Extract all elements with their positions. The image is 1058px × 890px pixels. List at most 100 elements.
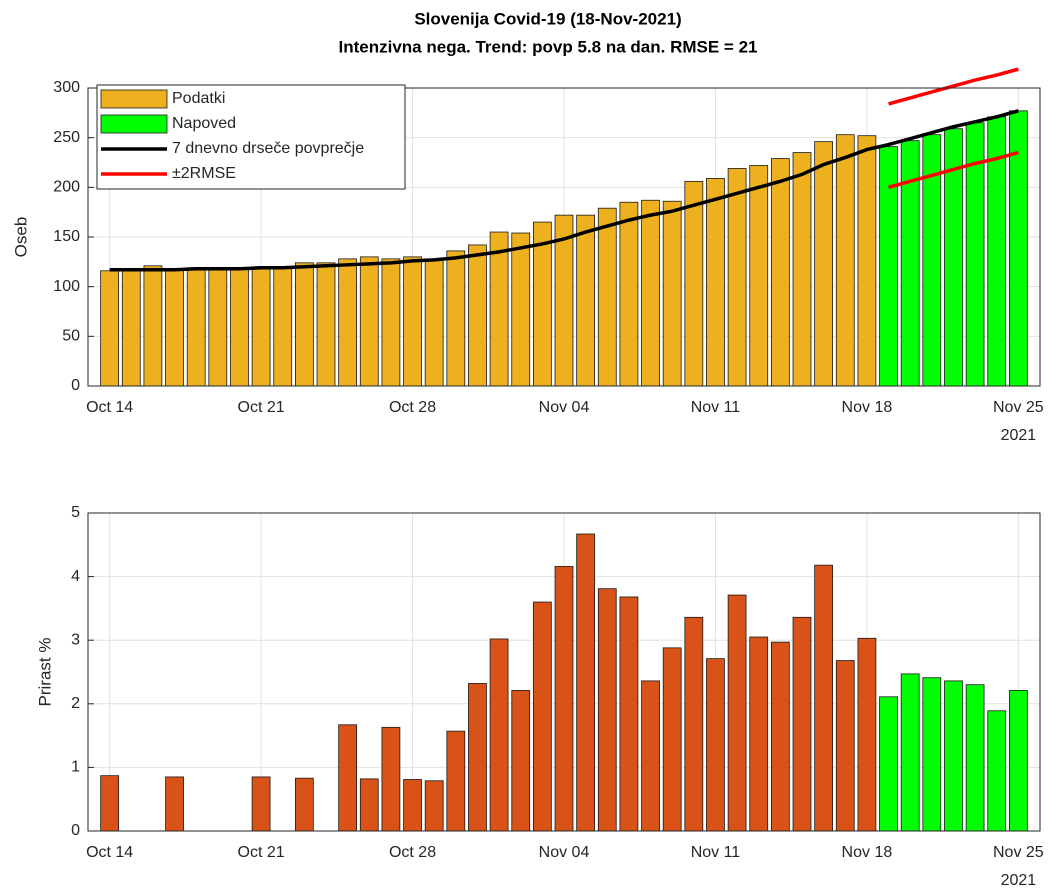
chart-title: Slovenija Covid-19 (18-Nov-2021) (414, 9, 681, 28)
bar (468, 244, 487, 387)
bar (770, 158, 790, 387)
bar (316, 262, 336, 387)
bar (143, 265, 163, 387)
bar (965, 684, 985, 832)
bar (835, 134, 855, 387)
line (109, 109, 1019, 272)
bar (403, 256, 422, 387)
axes-box (87, 512, 1041, 832)
bar (727, 168, 747, 387)
bar (597, 207, 617, 387)
legend-label: Podatki (172, 90, 225, 107)
bar (900, 140, 920, 387)
legend-swatch (100, 89, 168, 109)
y-tick-label: 300 (53, 79, 80, 96)
bar (381, 726, 401, 832)
y-tick-label: 200 (53, 179, 80, 196)
bar (576, 214, 596, 387)
legend-label: ±2RMSE (172, 165, 236, 182)
bar (446, 730, 466, 832)
bar (879, 146, 898, 387)
bar (987, 710, 1007, 832)
x-tick-label: Oct 14 (86, 399, 133, 416)
legend-swatch (100, 114, 168, 134)
y-tick-label: 2 (71, 695, 80, 712)
bar (814, 564, 834, 832)
bar (662, 200, 682, 387)
y-tick-label: 100 (53, 278, 80, 295)
bar (532, 601, 552, 832)
y-tick-label: 250 (53, 129, 80, 146)
bar (511, 232, 531, 387)
bar (857, 637, 877, 832)
bar (468, 683, 487, 832)
bar (511, 690, 531, 832)
bar (749, 165, 769, 387)
bar (706, 658, 725, 832)
y-tick-label: 5 (71, 504, 80, 521)
x-tick-label: Nov 04 (539, 844, 590, 861)
x-tick-label: Nov 25 (993, 844, 1044, 861)
bar (835, 660, 855, 832)
bar (1008, 690, 1028, 832)
bar (792, 616, 812, 832)
bar (251, 266, 271, 387)
chart-subtitle: Intenzivna nega. Trend: povp 5.8 na dan.… (339, 37, 758, 56)
y-tick-label: 4 (71, 568, 80, 585)
bar (121, 270, 141, 387)
x-tick-label: Nov 04 (539, 399, 590, 416)
bar (359, 778, 379, 832)
bar (489, 638, 509, 832)
line-lower (888, 150, 1019, 190)
bar (706, 177, 725, 387)
x-tick-label: Nov 11 (691, 844, 741, 861)
bar (684, 180, 704, 387)
axes-box (87, 87, 1041, 387)
x-tick-label: Nov 25 (993, 399, 1044, 416)
bar (100, 775, 120, 832)
bar (900, 673, 920, 832)
bar (381, 258, 401, 387)
bar (403, 779, 422, 832)
bar (165, 776, 184, 832)
bar (251, 776, 271, 832)
bar (424, 780, 444, 832)
x-tick-label: Oct 28 (389, 844, 436, 861)
bar (597, 588, 617, 832)
legend: Podatki Napoved 7 dnevno drseče povprečje ±… (96, 84, 406, 190)
x-year-label: 2021 (1001, 427, 1037, 444)
bar (879, 696, 898, 832)
x-tick-label: Oct 14 (86, 844, 133, 861)
bar (1008, 110, 1028, 387)
bar (100, 270, 120, 387)
bar (294, 777, 314, 832)
x-tick-label: Nov 18 (842, 844, 893, 861)
bar (554, 566, 574, 832)
bar (684, 616, 704, 832)
bar (208, 268, 228, 387)
bar (294, 262, 314, 387)
y-tick-label: 3 (71, 631, 80, 648)
x-tick-label: Nov 18 (842, 399, 893, 416)
bar (230, 268, 249, 387)
bar (576, 533, 596, 832)
y-tick-label: 0 (71, 377, 80, 394)
x-tick-label: Oct 21 (238, 399, 285, 416)
bar (749, 636, 769, 832)
legend-label: 7 dnevno drseče povprečje (172, 140, 364, 157)
y-tick-label: 0 (71, 822, 80, 839)
x-tick-label: Nov 11 (691, 399, 741, 416)
y-tick-label: 50 (62, 328, 80, 345)
bar (619, 201, 639, 387)
y-axis-label: Oseb (11, 217, 30, 258)
y-axis-label: Prirast % (35, 638, 54, 707)
bar (446, 250, 466, 387)
line (888, 67, 1019, 106)
x-tick-label: Oct 28 (389, 399, 436, 416)
bar (619, 596, 639, 832)
bar (662, 647, 682, 832)
bar (922, 677, 942, 832)
bar (727, 594, 747, 832)
bar (273, 267, 293, 387)
bar (770, 641, 790, 832)
